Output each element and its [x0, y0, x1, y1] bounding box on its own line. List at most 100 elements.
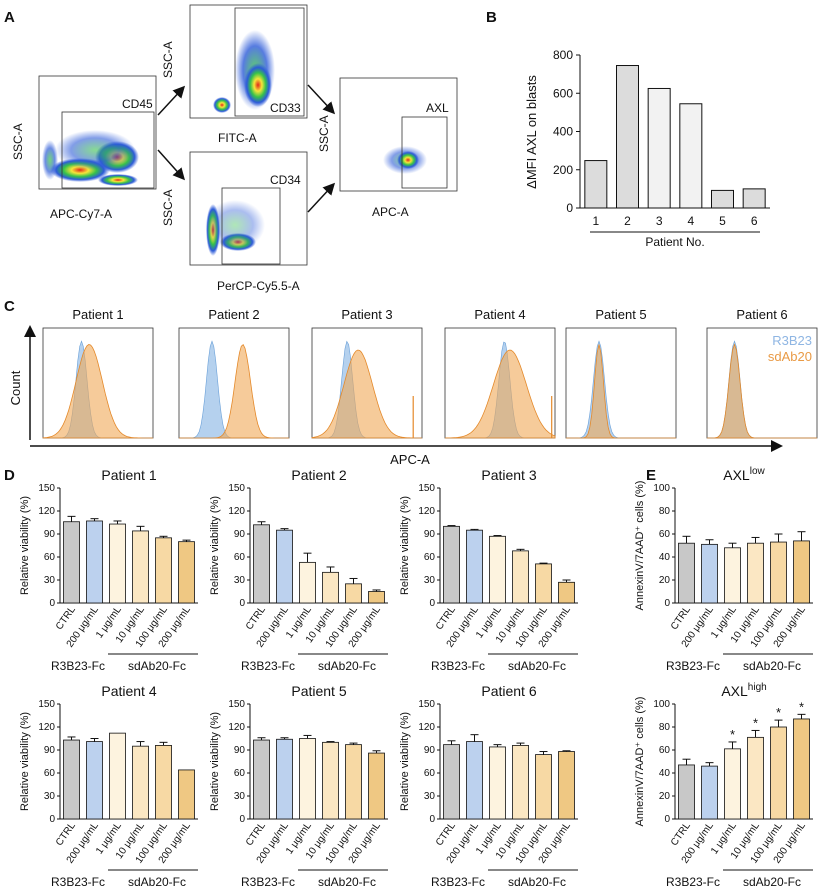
bar-2 — [109, 523, 126, 604]
x-axis-label: APC-A — [372, 205, 409, 219]
bar-1 — [701, 543, 718, 604]
bar-0 — [678, 764, 695, 820]
y-tick-label: 150 — [418, 483, 435, 494]
arrow-gate-3 — [307, 84, 336, 115]
y-tick-label: 120 — [418, 722, 435, 733]
bar-5 — [558, 751, 575, 820]
y-tick-label: 60 — [659, 745, 671, 756]
y-tick-label: 150 — [418, 699, 435, 710]
bar-5 — [368, 591, 385, 604]
histogram-title: Patient 6 — [736, 307, 787, 322]
y-tick-label: 60 — [234, 768, 246, 779]
bar-patient-6 — [742, 188, 766, 209]
y-axis-title: Relative viability (%) — [209, 712, 221, 811]
y-axis-label: SSC-A — [317, 115, 331, 152]
sdab20-histogram — [444, 349, 556, 439]
legend-sdab20: sdAb20 — [768, 349, 812, 364]
y-tick-label: 100 — [653, 699, 670, 710]
histogram-panel: Count APC-A Patient 1 Patient 2 Patient 3 Pat… — [8, 307, 818, 467]
bar-0 — [253, 739, 270, 820]
y-axis-title: Relative viability (%) — [399, 712, 411, 811]
bar-1 — [466, 529, 483, 604]
y-axis-label: SSC-A — [161, 189, 175, 226]
panel-title: Patient 3 — [481, 467, 536, 483]
y-tick-label: 80 — [659, 722, 671, 733]
bar-2 — [724, 547, 741, 604]
y-tick-label: 0 — [664, 598, 670, 609]
y-tick-label: 120 — [228, 722, 245, 733]
y-axis-title: Relative viability (%) — [399, 496, 411, 595]
bar-2 — [724, 748, 741, 820]
group-label-sdab20: sdAb20-Fc — [743, 875, 801, 886]
y-tick-label: 30 — [234, 575, 246, 586]
bar-3 — [747, 542, 764, 604]
y-tick-label: 90 — [234, 529, 246, 540]
y-axis-title: AnnexinV/7AAD⁺ cells (%) — [634, 697, 646, 827]
bar-3 — [512, 550, 529, 604]
x-tick-label: 5 — [719, 214, 726, 228]
group-label-r3b23: R3B23-Fc — [241, 875, 295, 886]
group-label-sdab20: sdAb20-Fc — [128, 875, 186, 886]
y-axis-title: Count — [8, 370, 23, 405]
sdab20-histogram — [42, 344, 153, 439]
y-tick-label: 60 — [44, 552, 56, 563]
y-axis-title: Relative viability (%) — [19, 712, 31, 811]
panel-label-c: C — [4, 298, 15, 315]
bar-patient-3 — [647, 87, 671, 209]
x-tick-label: 2 — [624, 214, 631, 228]
group-label-sdab20: sdAb20-Fc — [318, 659, 376, 673]
histogram-title: Patient 1 — [72, 307, 123, 322]
bar-0 — [443, 744, 460, 820]
histogram-title: Patient 2 — [208, 307, 259, 322]
group-label-r3b23: R3B23-Fc — [51, 659, 105, 673]
x-axis-title: APC-A — [390, 452, 430, 467]
y-tick-label: 40 — [659, 768, 671, 779]
panel-title: Patient 4 — [101, 683, 156, 699]
bar-4 — [345, 583, 362, 604]
bar-0 — [63, 521, 80, 604]
title-superscript: low — [750, 466, 766, 477]
flow-plot-cd33: CD33 FITC-A SSC-A — [161, 4, 308, 145]
bar-4 — [535, 754, 552, 820]
significance-star: * — [730, 727, 735, 742]
bar-0 — [678, 542, 695, 604]
bar-3 — [132, 530, 149, 604]
bar-patient-2 — [616, 65, 639, 209]
title-superscript: high — [748, 682, 767, 693]
panel-label-b: B — [486, 9, 497, 26]
y-tick-label: 120 — [38, 506, 55, 517]
x-axis-title: Patient No. — [645, 235, 704, 249]
gate-label: CD45 — [122, 97, 153, 111]
y-axis-label: SSC-A — [161, 41, 175, 78]
bar-5 — [178, 541, 195, 604]
bar-4 — [155, 745, 172, 820]
y-tick-label: 150 — [38, 483, 55, 494]
histogram-title: Patient 3 — [341, 307, 392, 322]
y-tick-label: 30 — [234, 791, 246, 802]
y-tick-label: 400 — [553, 125, 573, 139]
y-tick-label: 150 — [228, 699, 245, 710]
bar-4 — [155, 537, 172, 604]
histogram-box-patient-5 — [565, 327, 677, 439]
x-tick-label: 1 — [592, 214, 599, 228]
group-label-sdab20: sdAb20-Fc — [508, 875, 566, 886]
bar-1 — [701, 765, 718, 820]
arrow-gate-1 — [157, 85, 186, 116]
y-tick-label: 120 — [228, 506, 245, 517]
panel-title: Patient 5 — [291, 683, 346, 699]
panel-title: AXLlow — [723, 466, 765, 483]
group-label-sdab20: sdAb20-Fc — [508, 659, 566, 673]
bar-1 — [276, 738, 293, 820]
group-label-r3b23: R3B23-Fc — [241, 659, 295, 673]
y-tick-label: 30 — [44, 791, 56, 802]
title-base: AXL — [723, 467, 750, 483]
group-label-r3b23: R3B23-Fc — [51, 875, 105, 886]
bar-5 — [558, 581, 575, 604]
bar-3 — [322, 741, 339, 820]
bar-patient-4 — [679, 103, 703, 209]
title-base: AXL — [721, 683, 748, 699]
gate-label: AXL — [426, 101, 449, 115]
y-axis-title: Relative viability (%) — [19, 496, 31, 595]
